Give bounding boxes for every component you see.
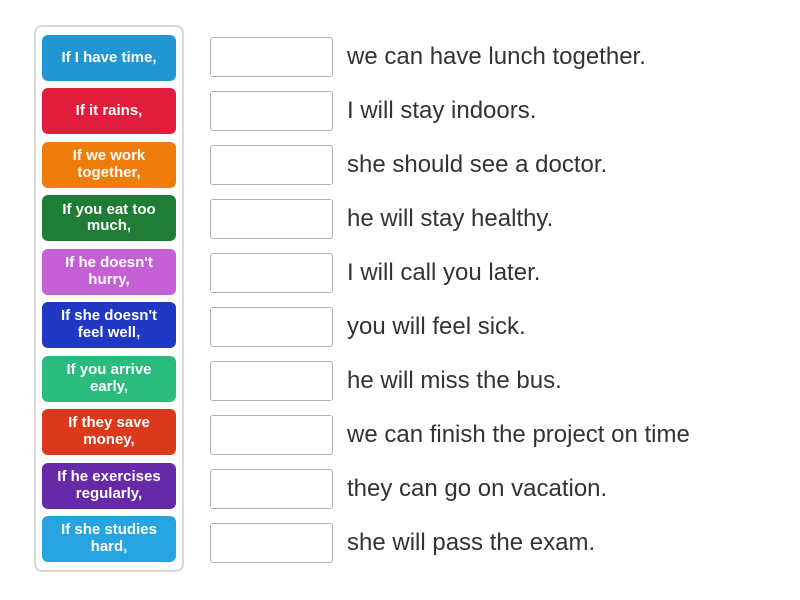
answer-drop-slot[interactable] (210, 91, 333, 131)
answer-drop-slot[interactable] (210, 523, 333, 563)
clue-tile[interactable]: If she studies hard, (42, 515, 176, 562)
clue-tile[interactable]: If it rains, (42, 88, 176, 135)
answer-text: she will pass the exam. (347, 529, 596, 556)
answer-text: he will stay healthy. (347, 205, 554, 232)
answer-text: they can go on vacation. (347, 475, 608, 502)
answer-text: you will feel sick. (347, 313, 526, 340)
answer-drop-slot[interactable] (210, 199, 333, 239)
answer-row: they can go on vacation. (210, 469, 690, 509)
clue-tile[interactable]: If they save money, (42, 409, 176, 456)
answer-row: he will miss the bus. (210, 361, 690, 401)
clue-tile[interactable]: If I have time, (42, 35, 176, 81)
answer-drop-slot[interactable] (210, 415, 333, 455)
answer-row: you will feel sick. (210, 307, 690, 347)
answer-drop-slot[interactable] (210, 469, 333, 509)
answer-row: we can finish the project on time (210, 415, 690, 455)
answer-drop-slot[interactable] (210, 145, 333, 185)
answer-row: I will call you later. (210, 253, 690, 293)
answer-row: we can have lunch together. (210, 37, 690, 77)
answer-text: I will call you later. (347, 259, 541, 286)
answer-text: we can finish the project on time (347, 421, 690, 448)
answer-drop-slot[interactable] (210, 307, 333, 347)
answer-rows: we can have lunch together. I will stay … (210, 37, 690, 577)
answer-drop-slot[interactable] (210, 253, 333, 293)
answer-text: she should see a doctor. (347, 151, 608, 178)
clue-tile[interactable]: If you arrive early, (42, 355, 176, 402)
clue-panel: If I have time, If it rains, If we work … (34, 25, 184, 572)
answer-row: he will stay healthy. (210, 199, 690, 239)
answer-text: he will miss the bus. (347, 367, 562, 394)
clue-tile[interactable]: If you eat too much, (42, 195, 176, 242)
clue-tile[interactable]: If he doesn't hurry, (42, 248, 176, 295)
answer-text: we can have lunch together. (347, 43, 646, 70)
clue-tile[interactable]: If he exercises regularly, (42, 462, 176, 509)
answer-drop-slot[interactable] (210, 37, 333, 77)
answer-text: I will stay indoors. (347, 97, 537, 124)
answer-row: she will pass the exam. (210, 523, 690, 563)
answer-row: I will stay indoors. (210, 91, 690, 131)
answer-drop-slot[interactable] (210, 361, 333, 401)
clue-tile[interactable]: If we work together, (42, 141, 176, 188)
answer-row: she should see a doctor. (210, 145, 690, 185)
clue-tile[interactable]: If she doesn't feel well, (42, 302, 176, 349)
